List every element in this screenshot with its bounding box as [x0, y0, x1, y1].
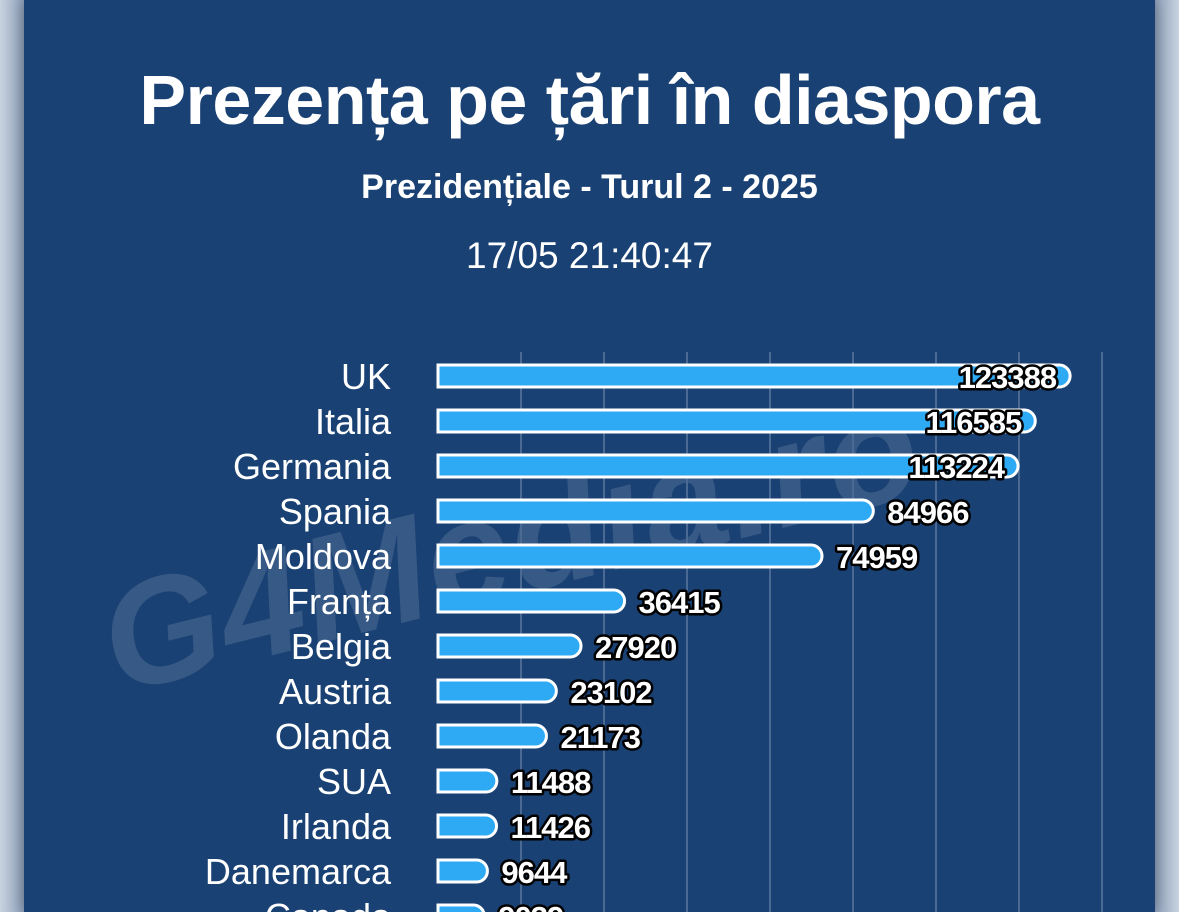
right-edge-shadow	[1155, 0, 1179, 912]
category-label: Danemarca	[205, 851, 392, 892]
data-label: 11488	[511, 765, 591, 800]
category-label: Canada	[265, 896, 392, 912]
category-label: Austria	[279, 671, 392, 712]
data-label: 23102	[570, 675, 651, 710]
bar-chart: UK 123388 Italia 116585 Germania 113224 Spania…	[205, 352, 1103, 912]
category-label: Moldova	[255, 536, 392, 577]
bar	[436, 903, 486, 912]
bar	[436, 453, 1020, 479]
chart-subtitle: Prezidențiale - Turul 2 - 2025	[361, 168, 818, 206]
category-label: Belgia	[291, 626, 392, 667]
data-label: 9039	[498, 900, 564, 912]
category-label: Franța	[287, 581, 392, 622]
bar	[436, 543, 824, 569]
chart-title: Prezența pe țări în diaspora	[139, 61, 1040, 139]
bar	[436, 633, 583, 659]
data-label: 27920	[595, 630, 676, 665]
bar	[436, 678, 558, 704]
update-timestamp: 17/05 21:40:47	[466, 235, 713, 276]
bar	[436, 588, 626, 614]
data-label: 113224	[908, 450, 1005, 485]
bar	[436, 498, 875, 524]
bar	[436, 363, 1072, 389]
data-label: 36415	[639, 585, 721, 620]
left-edge-shadow	[0, 0, 24, 912]
data-label: 74959	[836, 540, 918, 575]
bar	[436, 408, 1037, 434]
data-label: 11426	[511, 810, 591, 845]
category-label: Spania	[279, 491, 392, 532]
data-label: 84966	[887, 495, 969, 530]
category-label: UK	[341, 356, 391, 397]
category-label: Irlanda	[281, 806, 392, 847]
data-label: 9644	[501, 855, 568, 890]
bar	[436, 723, 548, 749]
data-label: 21173	[560, 720, 640, 755]
bar	[436, 768, 499, 794]
category-label: Germania	[233, 446, 392, 487]
bar	[436, 813, 498, 839]
category-label: SUA	[317, 761, 391, 802]
category-label: Italia	[315, 401, 392, 442]
category-label: Olanda	[275, 716, 392, 757]
bar	[436, 858, 489, 884]
data-label: 116585	[926, 405, 1022, 440]
infographic-panel: G4Media.ro Prezența pe țări în diaspora …	[24, 0, 1155, 912]
data-label: 123388	[959, 360, 1057, 395]
